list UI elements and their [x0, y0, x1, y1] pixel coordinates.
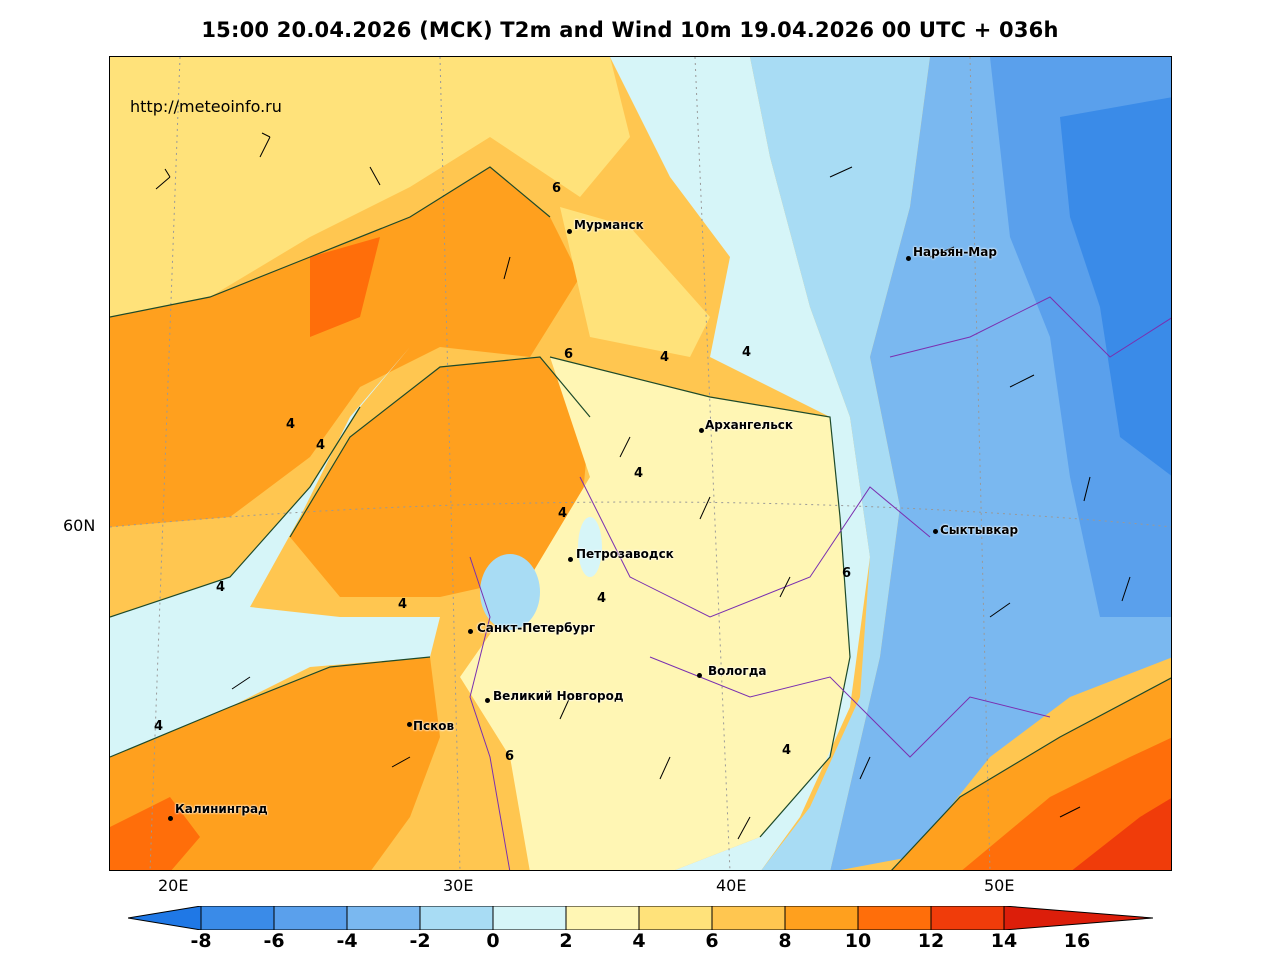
colorbar-cell	[784, 906, 859, 930]
city-label-syktyvkar: Сыктывкар	[940, 523, 1019, 537]
lat-label-60n: 60N	[63, 516, 96, 535]
contour-label: 6	[505, 749, 515, 764]
city-dot	[568, 557, 573, 562]
contour-label: 4	[597, 591, 607, 606]
city-dot	[485, 698, 490, 703]
colorbar-tick-label: 0	[486, 930, 500, 952]
city-label-veliky-novgorod: Великий Новгород	[493, 689, 624, 703]
colorbar-cell	[346, 906, 421, 930]
weather-map: http://meteoinfo.ru Мурманск Нарьян-Мар …	[109, 56, 1172, 871]
colorbar	[128, 906, 1153, 930]
colorbar-tick-label: 12	[917, 930, 945, 952]
city-dot	[699, 428, 704, 433]
city-dot	[697, 673, 702, 678]
colorbar-extend-low	[128, 906, 202, 930]
colorbar-cell	[565, 906, 640, 930]
contour-label: 4	[742, 345, 752, 360]
city-dot	[168, 816, 173, 821]
colorbar-tick-label: 4	[632, 930, 646, 952]
colorbar-tick-label: 10	[844, 930, 872, 952]
city-dot	[468, 629, 473, 634]
colorbar-cell	[711, 906, 786, 930]
contour-label: 6	[842, 566, 852, 581]
lon-label-40e: 40E	[716, 876, 747, 895]
map-title: 15:00 20.04.2026 (МСК) T2m and Wind 10m …	[201, 18, 1059, 42]
contour-label: 4	[154, 719, 164, 734]
contour-label: 4	[398, 597, 408, 612]
colorbar-tick-label: 6	[705, 930, 719, 952]
temperature-field	[110, 57, 1171, 870]
colorbar-tick-label: -4	[336, 930, 358, 952]
city-label-naryan-mar: Нарьян-Мар	[913, 245, 997, 259]
colorbar-cell	[419, 906, 494, 930]
lon-label-20e: 20E	[158, 876, 189, 895]
city-dot	[407, 722, 412, 727]
city-dot	[933, 529, 938, 534]
colorbar-extend-high	[1003, 906, 1153, 930]
contour-label: 6	[552, 181, 562, 196]
contour-label: 6	[564, 347, 574, 362]
colorbar-cell	[492, 906, 567, 930]
city-label-arkhangelsk: Архангельск	[705, 418, 794, 432]
colorbar-cell	[930, 906, 1005, 930]
city-dot	[906, 256, 911, 261]
city-label-vologda: Вологда	[708, 664, 767, 678]
colorbar-tick-label: 8	[778, 930, 792, 952]
contour-label: 4	[286, 417, 296, 432]
contour-label: 4	[782, 743, 792, 758]
colorbar-cell	[857, 906, 932, 930]
colorbar-tick-label: -2	[409, 930, 431, 952]
contour-label: 4	[216, 580, 226, 595]
lon-label-30e: 30E	[443, 876, 474, 895]
contour-label: 4	[558, 506, 568, 521]
colorbar-tick-label: 14	[990, 930, 1018, 952]
city-label-pskov: Псков	[413, 719, 455, 733]
city-label-murmansk: Мурманск	[574, 218, 644, 232]
city-label-kaliningrad: Калининград	[175, 802, 268, 816]
colorbar-cell	[200, 906, 275, 930]
colorbar-cell	[273, 906, 348, 930]
colorbar-tick-label: 2	[559, 930, 573, 952]
colorbar-tick-label: -6	[263, 930, 285, 952]
lon-label-50e: 50E	[984, 876, 1015, 895]
contour-label: 4	[634, 466, 644, 481]
contour-label: 4	[660, 350, 670, 365]
source-url: http://meteoinfo.ru	[130, 97, 282, 116]
city-label-petrozavodsk: Петрозаводск	[576, 547, 674, 561]
colorbar-tick-label: 16	[1063, 930, 1091, 952]
colorbar-tick-label: -8	[190, 930, 212, 952]
city-label-saint-petersburg: Санкт-Петербург	[477, 621, 596, 635]
contour-label: 4	[316, 438, 326, 453]
colorbar-cell	[638, 906, 713, 930]
city-dot	[567, 229, 572, 234]
